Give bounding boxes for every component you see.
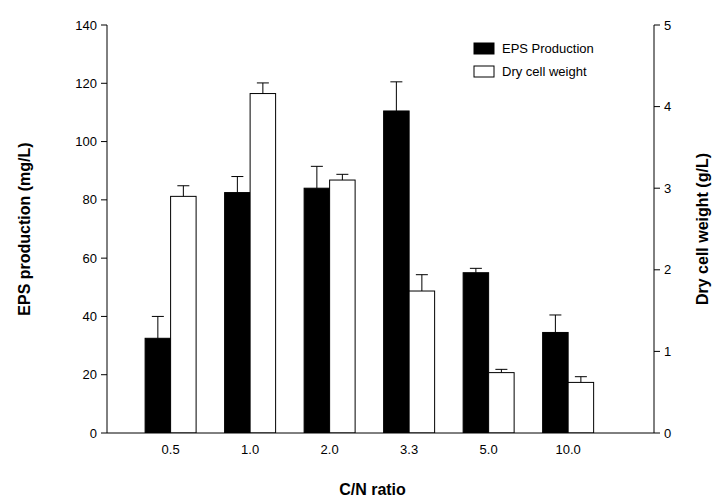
y-tick bbox=[101, 199, 107, 200]
y2-axis bbox=[654, 25, 655, 433]
error-line bbox=[183, 186, 184, 197]
y-tick-label: 120 bbox=[75, 76, 97, 91]
y-tick bbox=[101, 25, 107, 26]
chart: 0 20 40 60 80 100 120 140 0 1 2 3 4 5 0.5 1.0 2.0 3.3 5.0 1… bbox=[0, 0, 728, 503]
error-cap bbox=[390, 81, 402, 82]
y2-tick bbox=[654, 351, 660, 352]
error-bar bbox=[336, 174, 348, 180]
y2-tick-label: 0 bbox=[664, 426, 671, 441]
legend-swatch bbox=[474, 66, 494, 77]
y-tick bbox=[101, 374, 107, 375]
y2-tick bbox=[654, 433, 660, 434]
error-bar bbox=[390, 82, 402, 111]
error-cap bbox=[575, 376, 587, 377]
error-bar bbox=[311, 166, 323, 188]
error-cap bbox=[470, 268, 482, 269]
error-cap bbox=[336, 174, 348, 175]
x-tick-label: 0.5 bbox=[162, 442, 180, 457]
error-line bbox=[342, 174, 343, 180]
y-tick bbox=[101, 141, 107, 142]
error-cap bbox=[416, 274, 428, 275]
error-cap bbox=[177, 185, 189, 186]
y2-tick bbox=[654, 188, 660, 189]
y-tick-label: 40 bbox=[83, 309, 97, 324]
y2-tick-label: 4 bbox=[664, 99, 671, 114]
y-tick-label: 100 bbox=[75, 134, 97, 149]
error-cap bbox=[257, 82, 269, 83]
background bbox=[0, 0, 728, 503]
y-axis-title: EPS production (mg/L) bbox=[16, 142, 33, 315]
y-tick bbox=[101, 316, 107, 317]
error-line bbox=[555, 315, 556, 332]
bar bbox=[330, 180, 356, 433]
error-line bbox=[580, 377, 581, 383]
error-bar bbox=[495, 369, 507, 372]
error-line bbox=[475, 268, 476, 272]
x-axis-title: C/N ratio bbox=[339, 481, 406, 498]
error-line bbox=[421, 275, 422, 291]
error-bar bbox=[152, 316, 164, 338]
y-tick-label: 20 bbox=[83, 367, 97, 382]
error-bar bbox=[549, 315, 561, 332]
y-axis bbox=[107, 25, 108, 433]
bar bbox=[463, 273, 489, 433]
bar bbox=[543, 332, 569, 433]
error-cap bbox=[495, 369, 507, 370]
y-tick bbox=[101, 258, 107, 259]
error-cap bbox=[311, 166, 323, 167]
error-line bbox=[396, 82, 397, 111]
y2-tick-label: 2 bbox=[664, 262, 671, 277]
legend-label: EPS Production bbox=[502, 41, 594, 56]
y-tick-label: 140 bbox=[75, 18, 97, 33]
y2-tick-label: 1 bbox=[664, 344, 671, 359]
y2-tick-label: 5 bbox=[664, 18, 671, 33]
y2-tick-label: 3 bbox=[664, 181, 671, 196]
y-tick-label: 80 bbox=[83, 192, 97, 207]
y2-tick bbox=[654, 269, 660, 270]
bar bbox=[384, 111, 410, 433]
error-bar bbox=[231, 177, 243, 193]
plot-area bbox=[145, 82, 594, 433]
error-cap bbox=[231, 176, 243, 177]
bar bbox=[409, 291, 435, 433]
error-bar bbox=[257, 83, 269, 94]
y-tick-label: 0 bbox=[90, 426, 97, 441]
x-axis bbox=[107, 433, 654, 434]
bar bbox=[225, 193, 251, 433]
error-line bbox=[316, 166, 317, 188]
y-tick bbox=[101, 433, 107, 434]
bar bbox=[145, 338, 171, 433]
x-tick-label: 2.0 bbox=[321, 442, 339, 457]
y2-tick bbox=[654, 106, 660, 107]
y-tick bbox=[101, 83, 107, 84]
error-bar bbox=[177, 186, 189, 197]
legend-label: Dry cell weight bbox=[502, 64, 587, 79]
error-bar bbox=[416, 275, 428, 291]
bar bbox=[250, 94, 276, 433]
bar bbox=[304, 188, 330, 433]
error-bar bbox=[575, 377, 587, 383]
error-cap bbox=[152, 316, 164, 317]
error-line bbox=[237, 177, 238, 193]
legend-swatch bbox=[474, 43, 494, 54]
bar bbox=[489, 373, 515, 433]
bar bbox=[568, 382, 594, 433]
error-cap bbox=[549, 314, 561, 315]
x-tick-label: 1.0 bbox=[241, 442, 259, 457]
legend: EPS Production Dry cell weight bbox=[474, 41, 594, 79]
error-line bbox=[262, 83, 263, 94]
error-line bbox=[157, 316, 158, 338]
y2-tick bbox=[654, 25, 660, 26]
x-tick-label: 3.3 bbox=[400, 442, 418, 457]
error-bar bbox=[470, 268, 482, 272]
y-tick-label: 60 bbox=[83, 251, 97, 266]
x-tick-label: 5.0 bbox=[480, 442, 498, 457]
bar bbox=[171, 196, 197, 433]
x-tick-label: 10.0 bbox=[555, 442, 580, 457]
y2-axis-title: Dry cell weight (g/L) bbox=[694, 153, 711, 305]
